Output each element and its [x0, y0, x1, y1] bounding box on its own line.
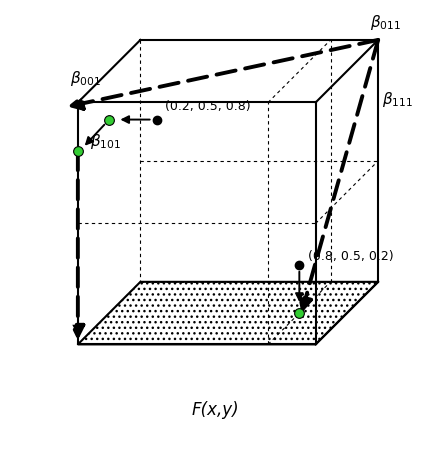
Polygon shape	[78, 282, 377, 345]
Text: (0.8, 0.5, 0.2): (0.8, 0.5, 0.2)	[307, 250, 393, 262]
Text: $\beta_{001}$: $\beta_{001}$	[69, 69, 100, 88]
Text: F(x,y): F(x,y)	[191, 401, 239, 419]
Text: $\beta_{111}$: $\beta_{111}$	[381, 90, 412, 109]
Text: $\beta_{101}$: $\beta_{101}$	[90, 132, 121, 151]
Text: (0.2, 0.5, 0.8): (0.2, 0.5, 0.8)	[165, 100, 250, 114]
Text: $\beta_{011}$: $\beta_{011}$	[369, 13, 400, 32]
